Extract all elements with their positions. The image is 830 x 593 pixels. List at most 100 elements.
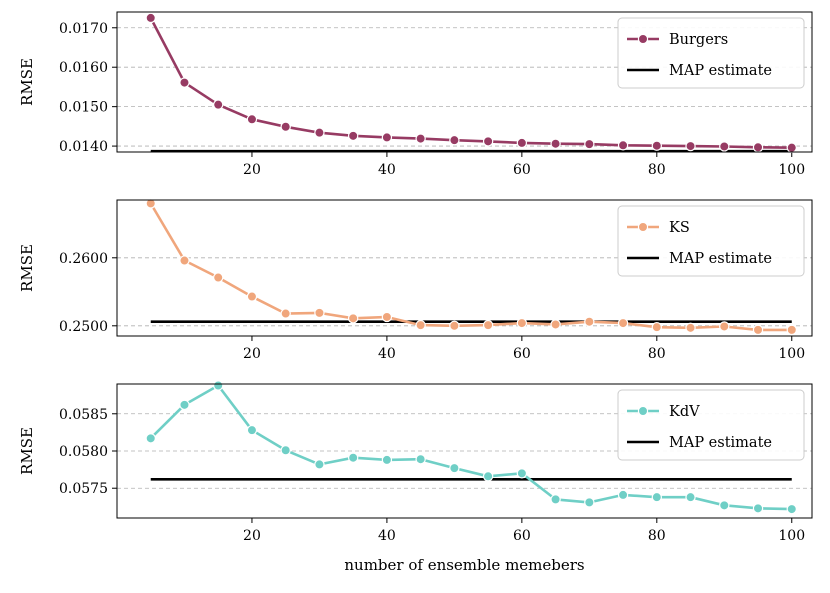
- data-point: [246, 424, 258, 436]
- y-tick-label: 0.0585: [59, 407, 108, 423]
- x-tick-label: 40: [378, 528, 396, 544]
- legend-label-map: MAP estimate: [669, 435, 772, 451]
- x-axis-label: number of ensemble memebers: [344, 556, 584, 574]
- legend-box: [617, 389, 805, 461]
- data-point: [145, 198, 156, 209]
- y-tick-label: 0.0580: [59, 444, 108, 460]
- data-point: [786, 142, 797, 153]
- data-point: [786, 503, 797, 515]
- data-point: [213, 99, 224, 110]
- legend-label-series: KdV: [669, 404, 700, 420]
- legend-swatch-marker: [637, 405, 649, 417]
- x-tick-label: 100: [778, 162, 805, 178]
- data-point: [752, 142, 764, 153]
- legend-box: [617, 17, 805, 89]
- data-point: [314, 459, 325, 470]
- legend: Burgers MAP estimate: [617, 17, 805, 89]
- data-point: [651, 491, 663, 503]
- x-tick-label: 60: [513, 346, 531, 362]
- data-point: [584, 497, 595, 508]
- y-tick-label: 0.0160: [59, 60, 108, 76]
- data-point: [516, 317, 528, 329]
- panel-2: 0.2500 0.2600 20 40 60 80 100 RMSE KS MAP estimat…: [18, 198, 813, 362]
- y-tick-label: 0.0150: [59, 100, 108, 116]
- data-point: [685, 140, 696, 152]
- data-point: [685, 491, 696, 503]
- data-point: [719, 141, 730, 152]
- data-point: [381, 311, 393, 323]
- data-point: [314, 307, 325, 319]
- data-point: [719, 321, 730, 332]
- data-point: [584, 316, 595, 327]
- data-point: [381, 454, 393, 466]
- data-point: [314, 127, 325, 138]
- x-tick-label: 60: [513, 162, 531, 178]
- y-tick-label: 0.0575: [59, 481, 108, 497]
- y-axis-label: RMSE: [18, 244, 36, 292]
- legend-label-map: MAP estimate: [669, 251, 772, 267]
- data-point: [179, 77, 190, 88]
- legend-label-series: KS: [669, 220, 690, 236]
- x-tick-label: 20: [243, 528, 261, 544]
- y-tick-label: 0.2500: [59, 319, 108, 335]
- y-axis-label: RMSE: [18, 427, 36, 475]
- data-point: [550, 319, 561, 330]
- data-point: [280, 121, 291, 132]
- series-line-ks: [149, 202, 792, 332]
- data-point: [482, 319, 494, 331]
- data-point: [651, 321, 663, 333]
- x-tick-label: 80: [648, 162, 666, 178]
- x-tick-label: 80: [648, 528, 666, 544]
- legend-box: [617, 205, 805, 277]
- x-tick-label: 100: [778, 528, 805, 544]
- legend: KS MAP estimate: [617, 205, 805, 277]
- x-tick-label: 100: [778, 346, 805, 362]
- data-point: [449, 134, 460, 146]
- panel-3: 0.0575 0.0580 0.0585 20 40 60 80 100 RMSE number …: [18, 380, 813, 574]
- data-point: [719, 500, 730, 511]
- data-point: [482, 471, 494, 482]
- axes-frame: [116, 383, 813, 519]
- data-point: [415, 453, 426, 465]
- data-point: [246, 114, 258, 125]
- data-point: [213, 272, 224, 283]
- data-point: [179, 255, 190, 266]
- data-point: [752, 324, 764, 336]
- data-point: [449, 320, 460, 331]
- data-point: [347, 130, 359, 142]
- data-point: [415, 319, 426, 331]
- data-point: [145, 433, 156, 444]
- data-point: [617, 140, 629, 151]
- data-point: [449, 462, 460, 474]
- legend-label-map: MAP estimate: [669, 63, 772, 79]
- data-point: [347, 313, 359, 324]
- axes-frame: [116, 199, 813, 337]
- series-line-kdv: [149, 384, 792, 511]
- data-point: [685, 322, 696, 334]
- y-axis-label: RMSE: [18, 58, 36, 106]
- series-line-burgers: [149, 17, 792, 149]
- x-tick-label: 40: [378, 162, 396, 178]
- data-point: [617, 317, 629, 329]
- y-tick-label: 0.2600: [59, 251, 108, 267]
- legend-swatch-marker: [637, 33, 649, 45]
- data-point: [786, 324, 797, 336]
- y-tick-label: 0.0140: [59, 139, 108, 155]
- legend: KdV MAP estimate: [617, 389, 805, 461]
- legend-swatch-marker: [637, 221, 649, 233]
- data-point: [347, 452, 359, 463]
- axes-frame: [116, 11, 813, 153]
- data-point: [550, 138, 561, 149]
- y-tick-label: 0.0170: [59, 21, 108, 37]
- x-tick-label: 20: [243, 162, 261, 178]
- data-point: [482, 136, 494, 147]
- panel-1: 0.0140 0.0150 0.0160 0.0170 20 40 60 80 100 RMSE B…: [18, 11, 813, 178]
- data-point: [584, 138, 595, 150]
- x-tick-label: 20: [243, 346, 261, 362]
- data-point: [246, 291, 258, 302]
- data-point: [280, 308, 291, 319]
- data-point: [415, 133, 426, 144]
- x-tick-label: 60: [513, 528, 531, 544]
- x-tick-label: 80: [648, 346, 666, 362]
- data-point: [179, 399, 190, 411]
